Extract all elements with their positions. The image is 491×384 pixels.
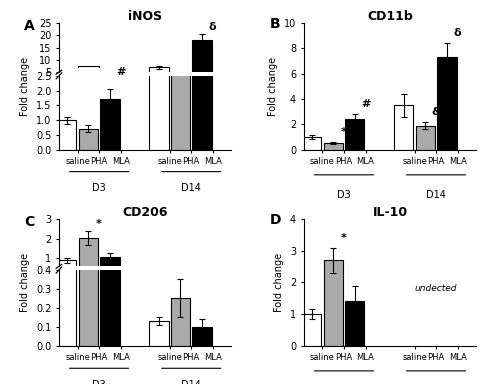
Text: Fold change: Fold change [20,57,29,116]
Bar [324,260,343,346]
Text: D14: D14 [181,184,201,194]
Text: D14: D14 [426,190,446,200]
Text: B: B [270,17,280,31]
Bar [57,120,77,149]
Bar [302,137,321,149]
Bar [192,327,212,346]
Bar [345,119,364,149]
Bar [394,105,413,149]
Text: δ: δ [209,22,217,31]
Bar [192,276,212,278]
Text: A: A [25,19,35,33]
Text: *: * [341,232,347,243]
Bar [79,0,98,346]
Bar [79,83,98,84]
Y-axis label: Fold change: Fold change [274,253,284,312]
Y-axis label: Fold change: Fold change [269,57,278,116]
Text: *: * [96,218,102,228]
Bar [57,175,77,346]
Bar [302,314,321,346]
Bar [100,147,120,346]
Bar [57,82,77,84]
Bar [171,273,190,278]
Text: D: D [270,213,281,227]
Bar [149,0,168,149]
Text: D3: D3 [337,190,351,200]
Bar [437,57,457,149]
Text: *: * [341,127,347,137]
Bar [192,40,212,84]
Bar [415,126,435,149]
Text: C: C [25,215,35,229]
Text: D3: D3 [92,184,106,194]
Text: #: # [116,67,125,77]
Bar [324,143,343,149]
Bar [192,0,212,149]
Bar [149,67,168,84]
Bar [171,298,190,346]
Text: undected: undected [415,284,457,293]
Title: IL-10: IL-10 [373,206,408,219]
Bar [100,99,120,149]
Bar [345,301,364,346]
Text: #: # [361,99,370,109]
Bar [171,73,190,84]
Text: D14: D14 [181,381,201,384]
Text: δ: δ [454,28,462,38]
Title: CD11b: CD11b [367,10,413,23]
Text: D3: D3 [92,381,106,384]
Bar [149,321,168,346]
Bar [79,238,98,278]
Bar [149,276,168,278]
Title: CD206: CD206 [122,206,168,219]
Text: &: & [431,107,441,117]
Bar [100,80,120,84]
Bar [79,129,98,149]
Title: iNOS: iNOS [128,10,162,23]
Bar [100,258,120,278]
Bar [171,17,190,149]
Bar [57,260,77,278]
Text: Fold change: Fold change [20,253,29,312]
